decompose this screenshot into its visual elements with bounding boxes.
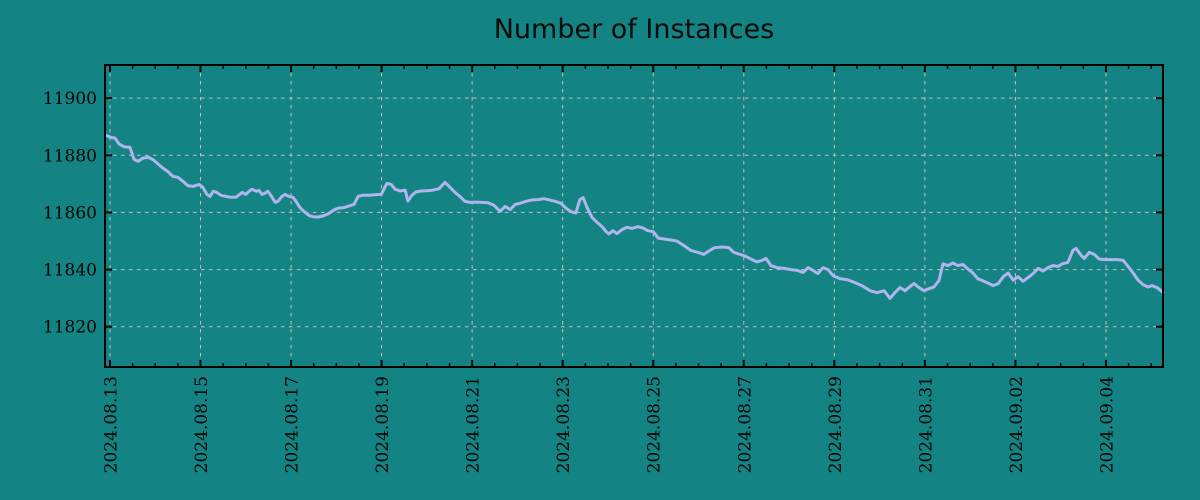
chart-title: Number of Instances — [494, 14, 775, 45]
x-tick-label: 2024.08.25 — [645, 376, 665, 473]
grid-layer — [105, 65, 1163, 367]
x-tick-label: 2024.08.31 — [916, 376, 936, 473]
x-tick-label: 2024.08.29 — [826, 376, 846, 473]
series-layer — [104, 133, 1165, 300]
y-tick-label: 11840 — [43, 261, 97, 281]
x-tick-label: 2024.09.04 — [1097, 376, 1117, 473]
x-tick-label: 2024.08.23 — [554, 376, 574, 473]
y-tick-label: 11880 — [43, 146, 97, 166]
x-tick-label: 2024.09.02 — [1007, 376, 1027, 473]
y-tick-label: 11820 — [43, 318, 97, 338]
x-tick-label: 2024.08.19 — [373, 376, 393, 473]
axes-layer — [104, 64, 1164, 368]
data-line — [104, 133, 1165, 300]
y-tick-label: 11900 — [43, 89, 97, 109]
y-tick-label: 11860 — [43, 203, 97, 223]
x-tick-label: 2024.08.21 — [464, 376, 484, 473]
tick-label-layer: 11820 11840 11860 11880 11900 2024.08.13 2024.… — [43, 89, 1118, 473]
x-tick-label: 2024.08.17 — [283, 376, 303, 473]
x-tick-label: 2024.08.15 — [192, 376, 212, 473]
plot-border — [104, 64, 1164, 368]
x-tick-label: 2024.08.27 — [735, 376, 755, 473]
x-tick-label: 2024.08.13 — [101, 376, 121, 473]
